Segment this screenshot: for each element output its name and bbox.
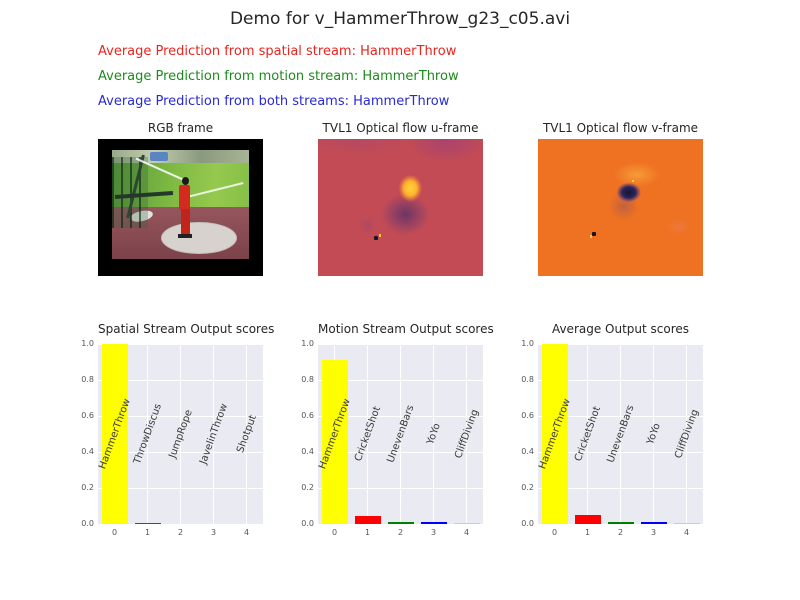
x-tick-label: 2	[397, 528, 404, 537]
score-bar	[541, 344, 568, 524]
h-gridline	[98, 523, 263, 525]
v-gridline	[147, 344, 148, 524]
average-scores-chart: Average Output scores HammerThrow Cricket…	[514, 322, 727, 550]
athlete-torso	[179, 184, 191, 210]
x-tick-label: 3	[210, 528, 217, 537]
y-tick-label: 0.8	[81, 375, 94, 384]
prediction-both: Average Prediction from both streams: Ha…	[98, 94, 450, 109]
score-bar	[574, 515, 601, 524]
score-bar	[640, 522, 667, 524]
y-tick-label: 0.4	[81, 447, 94, 456]
average-chart-title: Average Output scores	[551, 322, 690, 336]
class-name-label: YoYo	[424, 421, 443, 447]
y-tick-label: 0.6	[301, 411, 314, 420]
x-tick-label: 1	[144, 528, 151, 537]
motion-chart-plot: HammerThrow CricketShot UnevenBars YoYo Clif…	[317, 343, 483, 525]
y-tick-label: 0.4	[301, 447, 314, 456]
class-name-label: YoYo	[644, 421, 663, 447]
score-bar	[101, 344, 128, 524]
motion-chart-title: Motion Stream Output scores	[318, 322, 494, 336]
v-gridline	[367, 344, 368, 524]
score-bar	[354, 515, 381, 524]
y-tick-label: 0.6	[81, 411, 94, 420]
athlete-head	[181, 177, 189, 186]
v-gridline	[620, 344, 621, 524]
x-tick-label: 2	[177, 528, 184, 537]
y-tick-label: 1.0	[301, 339, 314, 348]
score-bar	[420, 521, 447, 524]
spatial-chart-title: Spatial Stream Output scores	[98, 322, 275, 336]
y-tick-label: 1.0	[81, 339, 94, 348]
v-gridline	[433, 344, 434, 524]
y-tick-label: 0.2	[301, 483, 314, 492]
score-bar	[387, 522, 414, 524]
x-tick-label: 1	[364, 528, 371, 537]
figure-title: Demo for v_HammerThrow_g23_c05.avi	[229, 9, 571, 29]
y-tick-label: 1.0	[521, 339, 534, 348]
x-tick-label: 3	[650, 528, 657, 537]
x-tick-label: 4	[683, 528, 690, 537]
rgb-frame-title: RGB frame	[147, 121, 214, 135]
y-tick-label: 0.0	[301, 519, 314, 528]
v-gridline	[686, 344, 687, 524]
v-gridline	[180, 344, 181, 524]
v-gridline	[246, 344, 247, 524]
prediction-motion: Average Prediction from motion stream: H…	[98, 69, 459, 84]
flow-v-cell: TVL1 Optical flow v-frame	[538, 121, 703, 277]
motion-scores-chart: Motion Stream Output scores HammerThrow C…	[294, 322, 507, 550]
v-gridline	[653, 344, 654, 524]
x-tick-label: 0	[331, 528, 338, 537]
flow-u-image	[318, 139, 483, 276]
rgb-frame-cell: RGB frame	[98, 121, 263, 277]
athlete-feet	[177, 233, 192, 238]
x-tick-label: 2	[617, 528, 624, 537]
x-tick-label: 0	[551, 528, 558, 537]
y-tick-label: 0.6	[521, 411, 534, 420]
rgb-frame-image	[98, 139, 263, 276]
x-tick-label: 4	[463, 528, 470, 537]
y-tick-label: 0.4	[521, 447, 534, 456]
video-content	[112, 150, 249, 259]
x-tick-label: 0	[111, 528, 118, 537]
flow-v-title: TVL1 Optical flow v-frame	[542, 121, 699, 135]
x-tick-label: 4	[243, 528, 250, 537]
flow-u-cell: TVL1 Optical flow u-frame	[318, 121, 483, 277]
flow-u-title: TVL1 Optical flow u-frame	[322, 121, 479, 135]
v-gridline	[466, 344, 467, 524]
flow-u-hammer-dot	[374, 236, 379, 241]
y-tick-label: 0.8	[521, 375, 534, 384]
athlete-legs	[181, 208, 191, 235]
x-tick-label: 3	[430, 528, 437, 537]
v-gridline	[587, 344, 588, 524]
average-chart-plot: HammerThrow CricketShot UnevenBars YoYo Clif…	[537, 343, 703, 525]
score-bar	[134, 522, 161, 524]
v-gridline	[400, 344, 401, 524]
prediction-spatial: Average Prediction from spatial stream: …	[98, 44, 457, 59]
h-gridline	[538, 523, 703, 525]
score-bar	[673, 522, 700, 524]
flow-v-hammer-dot	[592, 232, 597, 237]
h-gridline	[318, 523, 483, 525]
y-tick-label: 0.0	[521, 519, 534, 528]
flow-v-hammer-spark	[589, 234, 592, 238]
y-tick-label: 0.8	[301, 375, 314, 384]
spatial-chart-plot: HammerThrow ThrowDiscus JumpRope JavelinThr…	[97, 343, 263, 525]
y-tick-label: 0.2	[521, 483, 534, 492]
spatial-scores-chart: Spatial Stream Output scores HammerThrow…	[74, 322, 287, 550]
flow-u-hammer-spark	[379, 233, 382, 237]
v-gridline	[213, 344, 214, 524]
y-tick-label: 0.2	[81, 483, 94, 492]
score-bar	[453, 522, 480, 524]
class-name-label: Shotput	[234, 413, 259, 455]
throwing-circle	[161, 221, 238, 255]
score-bar	[321, 360, 348, 524]
flow-v-image	[538, 139, 703, 276]
flow-v-yellow-speck	[632, 180, 635, 183]
y-tick-label: 0.0	[81, 519, 94, 528]
x-tick-label: 1	[584, 528, 591, 537]
blue-sign	[150, 152, 169, 161]
score-bar	[607, 522, 634, 524]
